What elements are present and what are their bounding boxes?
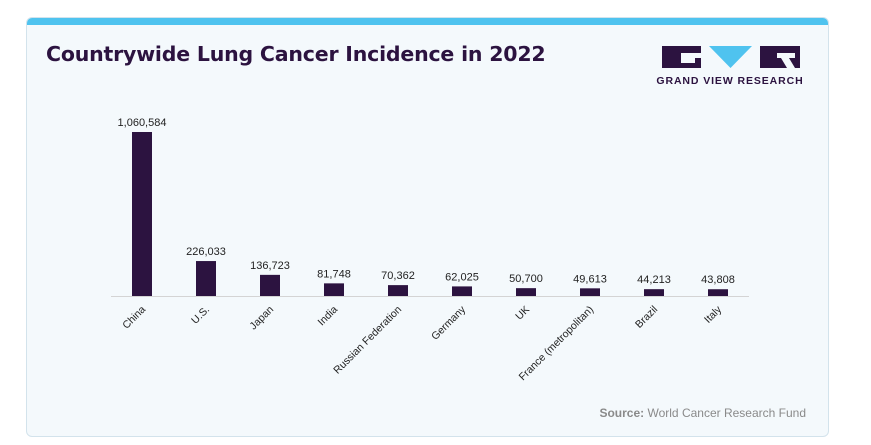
bar-india	[324, 283, 344, 296]
bar-germany	[452, 286, 472, 296]
data-label: 136,723	[250, 260, 290, 272]
bar-chart: 1,060,584 China 226,033 U.S. 136,723 Japan 81,…	[111, 117, 749, 383]
x-tick-label: UK	[513, 304, 532, 323]
x-tick-label: Brazil	[633, 304, 660, 331]
x-tick-label: Germany	[429, 303, 469, 343]
data-label: 1,060,584	[118, 117, 167, 129]
bar-u-s	[196, 261, 216, 296]
source-label: Source:	[599, 406, 645, 420]
x-tick-label: Japan	[247, 304, 276, 333]
x-tick-label: China	[120, 304, 148, 332]
x-tick-label: India	[316, 304, 341, 329]
bar-italy	[708, 289, 728, 296]
data-label: 226,033	[186, 246, 226, 258]
x-tick-label: U.S.	[189, 304, 212, 327]
data-label: 50,700	[509, 273, 543, 285]
data-label: 49,613	[573, 273, 607, 285]
logo-mark-icon	[662, 46, 800, 68]
data-label: 81,748	[317, 268, 351, 280]
grand-view-research-logo: GRAND VIEW RESEARCH	[655, 44, 805, 88]
data-label: 70,362	[381, 270, 415, 282]
bar-brazil	[644, 289, 664, 296]
chart-title: Countrywide Lung Cancer Incidence in 202…	[46, 42, 546, 66]
accent-bar	[27, 18, 828, 25]
chart-card: Countrywide Lung Cancer Incidence in 202…	[26, 17, 829, 437]
bar-uk	[516, 288, 536, 296]
data-label: 43,808	[701, 274, 735, 286]
source-note: Source: World Cancer Research Fund	[599, 406, 806, 420]
logo-text: GRAND VIEW RESEARCH	[656, 75, 804, 87]
data-label: 62,025	[445, 271, 479, 283]
bar-china	[132, 132, 152, 296]
bar-france-metropolitan	[580, 288, 600, 296]
x-tick-label: Italy	[702, 303, 725, 326]
x-tick-label: Russian Federation	[331, 304, 404, 377]
bar-japan	[260, 274, 280, 296]
bar-russian-federation	[388, 285, 408, 296]
data-label: 44,213	[637, 274, 671, 286]
source-text: World Cancer Research Fund	[647, 406, 806, 420]
